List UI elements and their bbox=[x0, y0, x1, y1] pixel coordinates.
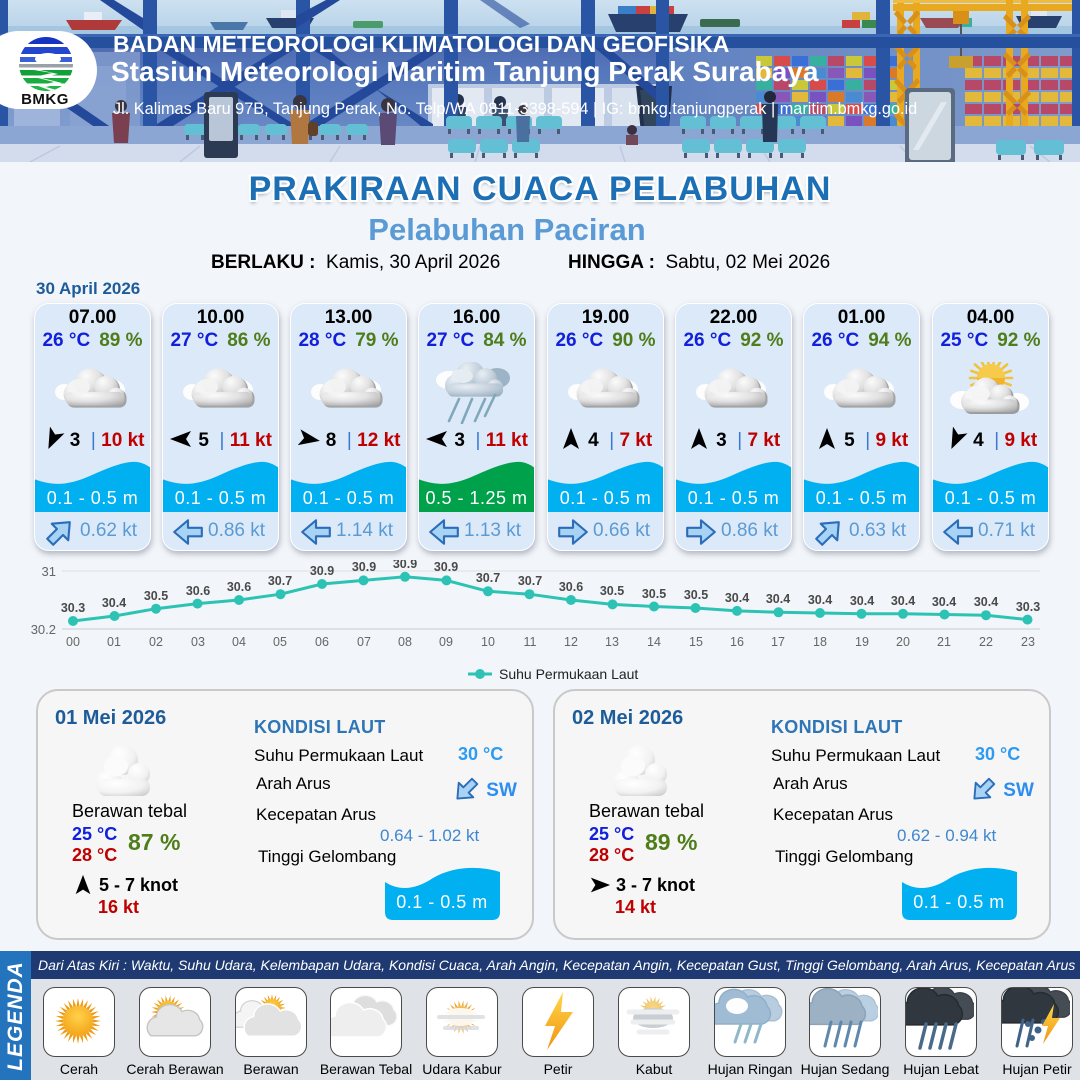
svg-text:05: 05 bbox=[273, 635, 287, 649]
svg-text:30.3: 30.3 bbox=[61, 601, 85, 615]
svg-text:0.1 - 0.5 m: 0.1 - 0.5 m bbox=[396, 892, 488, 912]
svg-text:11: 11 bbox=[524, 635, 537, 649]
svg-text:30.7: 30.7 bbox=[476, 571, 500, 585]
svg-text:02: 02 bbox=[149, 635, 163, 649]
svg-text:30.9: 30.9 bbox=[310, 564, 334, 578]
svg-text:30.5: 30.5 bbox=[144, 589, 168, 603]
svg-text:17: 17 bbox=[771, 635, 785, 649]
svg-text:30.2: 30.2 bbox=[31, 622, 56, 637]
svg-text:30.4: 30.4 bbox=[725, 591, 749, 605]
svg-text:19: 19 bbox=[855, 635, 869, 649]
svg-text:01: 01 bbox=[107, 635, 121, 649]
svg-text:08: 08 bbox=[398, 635, 412, 649]
svg-text:BMKG: BMKG bbox=[21, 91, 69, 108]
svg-text:30.9: 30.9 bbox=[352, 560, 376, 574]
svg-text:23: 23 bbox=[1021, 635, 1035, 649]
svg-text:30.4: 30.4 bbox=[850, 594, 874, 608]
svg-text:00: 00 bbox=[66, 635, 80, 649]
svg-text:30.3: 30.3 bbox=[1016, 600, 1040, 614]
svg-text:21: 21 bbox=[937, 635, 951, 649]
svg-text:30.4: 30.4 bbox=[102, 596, 126, 610]
svg-text:12: 12 bbox=[564, 635, 578, 649]
svg-text:07: 07 bbox=[357, 635, 371, 649]
svg-text:30.4: 30.4 bbox=[808, 593, 832, 607]
svg-text:16: 16 bbox=[730, 635, 744, 649]
svg-text:30.6: 30.6 bbox=[186, 584, 210, 598]
svg-text:14: 14 bbox=[647, 635, 661, 649]
svg-text:30.4: 30.4 bbox=[974, 595, 998, 609]
svg-text:18: 18 bbox=[813, 635, 827, 649]
svg-text:30.7: 30.7 bbox=[518, 574, 542, 588]
svg-text:30.4: 30.4 bbox=[932, 595, 956, 609]
svg-text:30.9: 30.9 bbox=[434, 560, 458, 574]
svg-text:04: 04 bbox=[232, 635, 246, 649]
svg-text:30.6: 30.6 bbox=[559, 580, 583, 594]
svg-text:30.4: 30.4 bbox=[766, 592, 790, 606]
svg-text:30.5: 30.5 bbox=[684, 588, 708, 602]
svg-text:0.1 - 0.5 m: 0.1 - 0.5 m bbox=[913, 892, 1005, 912]
svg-text:03: 03 bbox=[191, 635, 205, 649]
svg-text:30.7: 30.7 bbox=[268, 574, 292, 588]
svg-text:30.6: 30.6 bbox=[227, 580, 251, 594]
svg-text:30.5: 30.5 bbox=[600, 584, 624, 598]
svg-text:20: 20 bbox=[896, 635, 910, 649]
svg-text:30.4: 30.4 bbox=[891, 594, 915, 608]
svg-text:30.5: 30.5 bbox=[642, 587, 666, 601]
svg-text:22: 22 bbox=[979, 635, 993, 649]
svg-text:31: 31 bbox=[42, 564, 56, 579]
svg-text:30.9: 30.9 bbox=[393, 560, 417, 571]
svg-text:15: 15 bbox=[689, 635, 703, 649]
svg-text:13: 13 bbox=[605, 635, 619, 649]
svg-text:10: 10 bbox=[481, 635, 495, 649]
svg-text:09: 09 bbox=[439, 635, 453, 649]
svg-text:06: 06 bbox=[315, 635, 329, 649]
svg-text:Suhu Permukaan Laut: Suhu Permukaan Laut bbox=[499, 666, 638, 682]
